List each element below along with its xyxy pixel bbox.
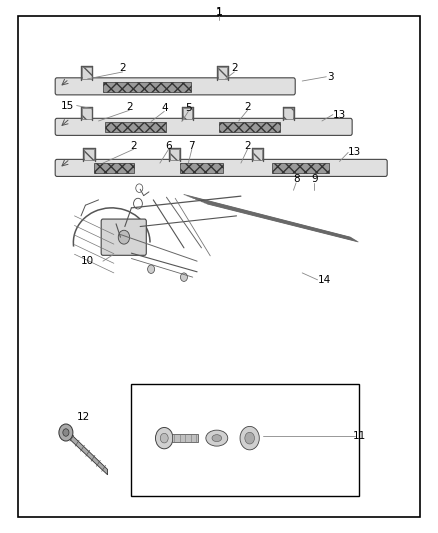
Text: 12: 12: [77, 412, 90, 422]
Circle shape: [155, 427, 173, 449]
Ellipse shape: [206, 430, 228, 446]
Bar: [170, 149, 179, 160]
Ellipse shape: [212, 435, 222, 441]
Bar: [103, 82, 191, 92]
Bar: [94, 163, 134, 173]
Bar: [172, 434, 198, 442]
Text: 2: 2: [126, 102, 133, 111]
Circle shape: [160, 433, 168, 443]
Text: 2: 2: [244, 102, 251, 111]
Text: 2: 2: [244, 141, 251, 150]
Text: 9: 9: [311, 174, 318, 184]
Bar: [180, 163, 223, 173]
Text: 8: 8: [293, 174, 300, 184]
Text: 13: 13: [348, 148, 361, 157]
Text: 4: 4: [161, 103, 168, 112]
Circle shape: [63, 429, 69, 436]
Bar: [283, 108, 293, 119]
Bar: [82, 67, 92, 79]
Text: 2: 2: [130, 141, 137, 150]
Text: 1: 1: [215, 9, 223, 18]
Bar: [253, 149, 262, 160]
Circle shape: [180, 273, 187, 281]
Text: 7: 7: [188, 141, 195, 150]
Bar: [218, 67, 227, 79]
Text: 2: 2: [231, 63, 238, 73]
Bar: [272, 163, 328, 173]
FancyBboxPatch shape: [55, 118, 352, 135]
Bar: [82, 108, 92, 119]
Text: 3: 3: [327, 72, 334, 82]
FancyBboxPatch shape: [55, 159, 387, 176]
Text: 10: 10: [81, 256, 94, 266]
Text: 6: 6: [165, 141, 172, 150]
Circle shape: [118, 230, 130, 244]
Polygon shape: [66, 429, 108, 475]
Text: 11: 11: [353, 431, 366, 441]
Text: 13: 13: [333, 110, 346, 119]
Bar: [84, 149, 94, 160]
Bar: [183, 108, 192, 119]
Text: 14: 14: [318, 275, 331, 285]
Circle shape: [148, 265, 155, 273]
Bar: [131, 384, 359, 496]
Text: 1: 1: [215, 7, 223, 17]
Bar: [105, 122, 166, 132]
Circle shape: [59, 424, 73, 441]
FancyBboxPatch shape: [55, 78, 295, 95]
Bar: [219, 122, 280, 132]
FancyBboxPatch shape: [101, 219, 146, 255]
Text: 5: 5: [185, 103, 192, 112]
Circle shape: [245, 432, 254, 444]
Circle shape: [240, 426, 259, 450]
Text: 15: 15: [61, 101, 74, 110]
Text: 2: 2: [119, 63, 126, 73]
